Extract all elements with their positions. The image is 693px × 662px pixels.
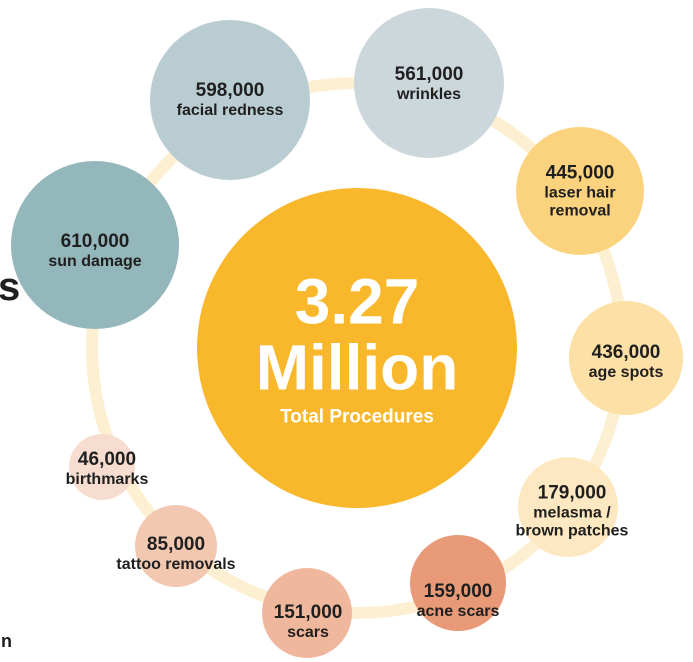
count: 151,000 xyxy=(273,601,343,623)
procedure-name: scars xyxy=(287,623,329,641)
count: 445,000 xyxy=(545,162,615,184)
procedure-name: sun damage xyxy=(48,252,142,270)
procedure-name: tattoo removals xyxy=(116,555,236,573)
label-sun-damage: 610,000 sun damage xyxy=(48,231,141,271)
label-tattoo-removals: 85,000 tattoo removals xyxy=(116,534,235,574)
total-unit: Million xyxy=(255,331,459,404)
label-wrinkles: 561,000 wrinkles xyxy=(395,64,464,104)
procedure-name: acne scars xyxy=(416,602,500,620)
procedure-name: birthmarks xyxy=(65,470,149,488)
procedure-name: age spots xyxy=(588,363,664,381)
count: 46,000 xyxy=(77,448,137,470)
label-scars: 151,000 scars xyxy=(274,602,343,642)
bubble-scars xyxy=(262,568,352,658)
count: 598,000 xyxy=(195,79,265,101)
label-birthmarks: 46,000 birthmarks xyxy=(66,449,149,489)
bubble-wrinkles xyxy=(354,8,504,158)
bubble-tattoo-removals xyxy=(135,505,217,587)
cropped-left-text: s xyxy=(0,265,21,309)
count: 436,000 xyxy=(591,341,661,363)
count: 610,000 xyxy=(60,230,130,252)
total-subtitle: Total Procedures xyxy=(280,406,434,428)
count: 159,000 xyxy=(423,580,493,602)
label-facial-redness: 598,000 facial redness xyxy=(177,80,284,120)
count: 179,000 xyxy=(537,482,607,504)
count: 85,000 xyxy=(146,533,206,555)
bubble-sun-damage xyxy=(11,161,179,329)
center-total-bubble xyxy=(197,188,517,508)
label-acne-scars: 159,000 acne scars xyxy=(417,581,500,621)
procedure-name: facial redness xyxy=(176,101,284,119)
procedure-name: melasma / brown patches xyxy=(515,504,629,540)
bubble-facial-redness xyxy=(150,20,310,180)
label-melasma: 179,000 melasma / brown patches xyxy=(516,483,629,542)
cropped-bottom-text: n xyxy=(1,631,12,651)
bubble-laser-hair-removal xyxy=(516,127,644,255)
bubble-melasma xyxy=(518,457,618,557)
procedure-name: wrinkles xyxy=(396,85,462,103)
center-total-label: 3.27 Million Total Procedures xyxy=(256,270,459,427)
total-number: 3.27 xyxy=(294,265,420,338)
label-age-spots: 436,000 age spots xyxy=(589,342,664,382)
procedure-name: laser hair removal xyxy=(544,184,616,220)
bubble-age-spots xyxy=(569,301,683,415)
label-laser-hair-removal: 445,000 laser hair removal xyxy=(544,163,615,222)
bubble-birthmarks xyxy=(69,434,135,500)
bubble-acne-scars xyxy=(410,535,506,631)
count: 561,000 xyxy=(394,63,464,85)
